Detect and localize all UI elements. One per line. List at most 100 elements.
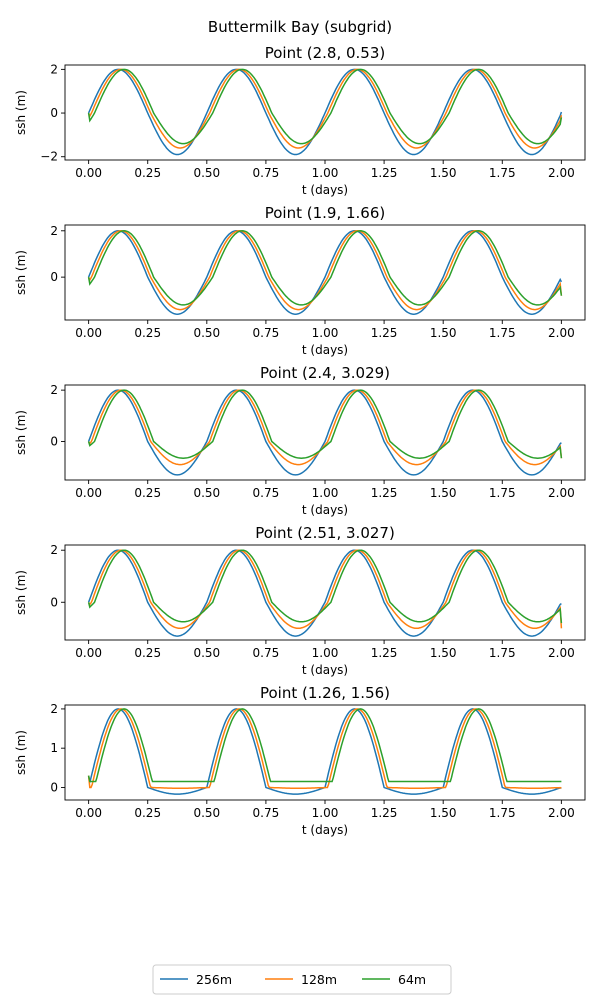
x-tick-label: 2.00 [548, 326, 575, 340]
series-line-256m [87, 230, 563, 315]
x-tick-label: 1.00 [312, 806, 339, 820]
x-tick-label: 0.00 [75, 166, 102, 180]
axes-frame [64, 384, 586, 481]
x-axis-label: t (days) [302, 183, 348, 197]
x-tick-label: 0.75 [253, 166, 280, 180]
x-tick-label: 1.75 [489, 166, 516, 180]
y-tick-label: 0 [50, 270, 58, 284]
subplot-title: Point (2.8, 0.53) [265, 44, 386, 62]
x-tick-label: 1.50 [430, 326, 457, 340]
x-tick-label: 1.50 [430, 646, 457, 660]
x-tick-label: 1.25 [371, 326, 398, 340]
x-tick-label: 2.00 [548, 486, 575, 500]
y-axis-label: ssh (m) [14, 410, 28, 455]
x-tick-label: 1.00 [312, 326, 339, 340]
y-tick-label: 0 [50, 780, 58, 794]
subplot-title: Point (2.51, 3.027) [255, 524, 395, 542]
legend-label-64m: 64m [398, 972, 426, 987]
y-tick-label: 0 [50, 106, 58, 120]
x-tick-label: 0.25 [134, 646, 161, 660]
x-tick-label: 1.50 [430, 806, 457, 820]
y-tick-label: 0 [50, 434, 58, 448]
legend: 256m 128m 64m [152, 964, 452, 995]
x-tick-label: 1.25 [371, 806, 398, 820]
series-line-256m [87, 549, 562, 637]
y-axis-label: ssh (m) [14, 90, 28, 135]
x-axis-label: t (days) [302, 823, 348, 837]
legend-frame [152, 964, 452, 995]
x-tick-label: 0.25 [134, 486, 161, 500]
x-axis-label: t (days) [302, 663, 348, 677]
x-tick-label: 1.75 [489, 486, 516, 500]
x-tick-label: 1.25 [371, 486, 398, 500]
x-tick-label: 0.50 [193, 806, 220, 820]
y-tick-label: 2 [50, 702, 58, 716]
series-line-256m [87, 68, 563, 156]
y-tick-label: −2 [40, 150, 58, 164]
y-axis-label: ssh (m) [14, 570, 28, 615]
x-tick-label: 1.25 [371, 166, 398, 180]
x-tick-label: 0.75 [253, 806, 280, 820]
y-axis-label: ssh (m) [14, 730, 28, 775]
x-tick-label: 1.00 [312, 646, 339, 660]
series-line-64m [87, 230, 563, 306]
x-tick-label: 0.25 [134, 806, 161, 820]
subplots: Point (2.8, 0.53) 0.00 0.25 0.50 0.75 1.00 1.2… [14, 44, 586, 837]
x-axis-label: t (days) [302, 503, 348, 517]
y-tick-label: 2 [50, 224, 58, 238]
y-tick-label: 2 [50, 383, 58, 397]
series-line-64m [87, 389, 563, 459]
y-axis-label: ssh (m) [14, 250, 28, 295]
series-line-64m [87, 68, 563, 145]
y-tick-label: 0 [50, 595, 58, 609]
x-tick-label: 0.50 [193, 326, 220, 340]
series-line-128m [87, 549, 563, 630]
figure-title: Buttermilk Bay (subgrid) [208, 18, 392, 36]
series-line-128m [87, 68, 563, 149]
x-tick-label: 1.75 [489, 326, 516, 340]
x-tick-label: 0.75 [253, 646, 280, 660]
x-tick-label: 1.50 [430, 166, 457, 180]
y-tick-label: 2 [50, 62, 58, 76]
series-line-128m [87, 230, 563, 311]
subplot-title: Point (1.9, 1.66) [265, 204, 386, 222]
legend-label-128m: 128m [301, 972, 337, 987]
y-tick-label: 1 [50, 741, 58, 755]
x-tick-label: 0.50 [193, 166, 220, 180]
x-tick-label: 0.75 [253, 486, 280, 500]
x-tick-label: 2.00 [548, 646, 575, 660]
x-tick-label: 1.00 [312, 486, 339, 500]
x-tick-label: 1.75 [489, 646, 516, 660]
subplot-title: Point (2.4, 3.029) [260, 364, 390, 382]
subplot-title: Point (1.26, 1.56) [260, 684, 390, 702]
x-tick-label: 0.00 [75, 486, 102, 500]
x-tick-label: 0.75 [253, 326, 280, 340]
series-line-64m [87, 708, 562, 783]
x-tick-label: 0.00 [75, 806, 102, 820]
subplot-5: Point (1.26, 1.56) 0.00 0.25 0.50 0.75 1.00 1.… [14, 684, 586, 837]
x-tick-label: 2.00 [548, 806, 575, 820]
subplot-4: Point (2.51, 3.027) 0.00 0.25 0.50 0.75 1.00 1… [14, 524, 586, 677]
subplot-1: Point (2.8, 0.53) 0.00 0.25 0.50 0.75 1.00 1.2… [14, 44, 586, 197]
y-tick-label: 2 [50, 543, 58, 557]
legend-label-256m: 256m [196, 972, 232, 987]
series-line-128m [87, 708, 562, 789]
axes-frame [64, 544, 586, 641]
subplot-3: Point (2.4, 3.029) 0.00 0.25 0.50 0.75 1.00 1.… [14, 364, 586, 517]
series-line-256m [87, 389, 562, 476]
x-tick-label: 1.25 [371, 646, 398, 660]
x-tick-label: 1.75 [489, 806, 516, 820]
x-tick-label: 0.25 [134, 326, 161, 340]
x-tick-label: 0.50 [193, 646, 220, 660]
x-tick-label: 0.00 [75, 646, 102, 660]
x-tick-label: 0.50 [193, 486, 220, 500]
series-line-128m [87, 389, 563, 466]
subplot-2: Point (1.9, 1.66) 0.00 0.25 0.50 0.75 1.00 1.2… [14, 204, 586, 357]
x-tick-label: 0.25 [134, 166, 161, 180]
x-tick-label: 1.50 [430, 486, 457, 500]
x-tick-label: 1.00 [312, 166, 339, 180]
x-tick-label: 2.00 [548, 166, 575, 180]
x-axis-label: t (days) [302, 343, 348, 357]
series-line-64m [87, 549, 563, 624]
